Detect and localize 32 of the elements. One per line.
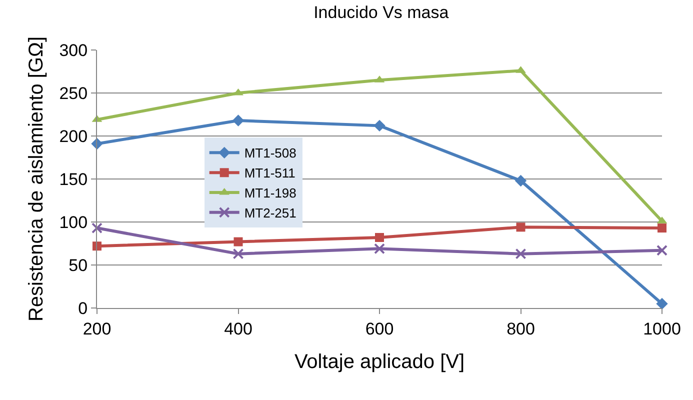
point	[515, 248, 526, 260]
point	[92, 222, 102, 234]
y-tick-label: 0	[78, 298, 88, 318]
point	[656, 298, 668, 310]
y-tick-label: 150	[59, 170, 88, 189]
chart-title: Inducido Vs masa	[314, 2, 450, 22]
y-tick-label: 300	[59, 40, 88, 60]
y-tick-label: 50	[68, 256, 88, 275]
point	[656, 244, 668, 256]
x-axis-title: Voltaje aplicado [V]	[294, 350, 465, 373]
point	[232, 248, 244, 260]
x-tick-label: 400	[224, 319, 252, 338]
point	[516, 222, 526, 232]
y-axis-title: Resistencia de aislamiento [GΩ]	[26, 36, 48, 322]
point	[658, 224, 666, 233]
x-tick-label: 600	[365, 319, 394, 338]
y-tick-label: 250	[59, 84, 88, 103]
y-tick-label: 100	[59, 212, 88, 232]
legend-label: MT1-198	[244, 186, 296, 201]
point	[374, 243, 385, 254]
x-tick-label: 200	[82, 319, 112, 338]
point	[232, 114, 244, 126]
point	[374, 120, 386, 132]
y-tick-label: 200	[59, 126, 88, 146]
x-tick-label: 800	[506, 319, 535, 338]
legend-label: MT2-251	[244, 205, 296, 220]
point	[514, 174, 527, 187]
point	[234, 237, 243, 246]
x-tick-label: 1000	[643, 319, 681, 338]
legend-label: MT1-508	[244, 146, 296, 161]
point	[375, 232, 384, 242]
legend-label: MT1-511	[244, 166, 296, 181]
